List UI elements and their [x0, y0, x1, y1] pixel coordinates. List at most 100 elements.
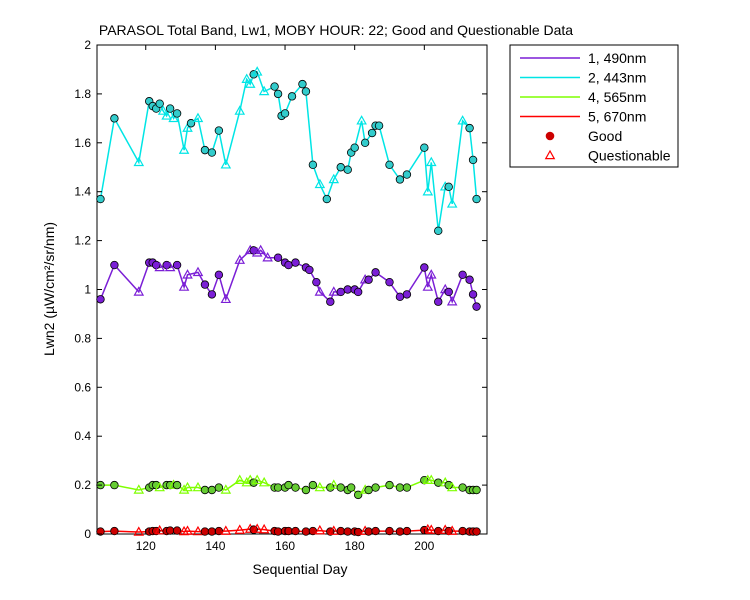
good-point	[402, 290, 412, 299]
x-tick-label: 120	[136, 539, 156, 553]
questionable-point	[446, 481, 458, 492]
y-axis-label: Lwn2 (µW/cm²/sr/nm)	[41, 222, 57, 356]
questionable-point	[133, 484, 145, 494]
questionable-point	[182, 481, 193, 492]
good-point	[172, 480, 182, 490]
good-point	[273, 527, 283, 536]
questionable-point	[234, 254, 246, 264]
series-layer	[96, 66, 481, 537]
x-tick-label: 180	[345, 539, 365, 553]
questionable-point	[328, 286, 340, 296]
good-point	[468, 155, 478, 165]
questionable-point	[251, 66, 263, 76]
good-point	[308, 480, 318, 490]
questionable-point	[251, 247, 263, 257]
questionable-point	[234, 524, 246, 534]
good-point	[291, 258, 300, 267]
good-point	[472, 485, 481, 495]
good-point	[336, 287, 345, 297]
x-tick-label: 160	[275, 539, 295, 553]
questionable-point	[133, 156, 145, 167]
good-point	[200, 280, 210, 289]
questionable-point	[168, 112, 179, 123]
good-point	[110, 526, 119, 536]
questionable-point	[154, 481, 165, 492]
y-tick-label: 1.6	[74, 136, 91, 150]
good-point	[155, 99, 164, 108]
good-point	[395, 483, 405, 492]
good-point	[343, 165, 352, 174]
good-point	[270, 82, 279, 91]
good-point	[458, 483, 467, 492]
questionable-point	[133, 286, 145, 296]
good-point	[308, 160, 318, 170]
questionable-point	[328, 525, 340, 535]
questionable-point	[356, 115, 367, 125]
questionable-point	[446, 525, 458, 535]
questionable-point	[154, 261, 165, 272]
questionable-point	[425, 156, 437, 167]
y-tick-label: 0.8	[74, 331, 91, 345]
y-axis-ticks: 0 0.2 0.4 0.6 0.8 1 1.2 1.4 1.6 1.8 2	[74, 38, 487, 541]
good-point	[458, 526, 467, 536]
good-point	[364, 275, 373, 284]
questionable-point	[258, 85, 270, 96]
good-point	[468, 290, 478, 299]
good-point	[336, 526, 345, 536]
series-line	[99, 70, 478, 231]
good-point	[207, 290, 217, 299]
questionable-point	[241, 476, 253, 487]
good-point	[472, 194, 481, 204]
good-point	[301, 87, 311, 96]
good-point	[207, 148, 217, 157]
questionable-point	[241, 73, 253, 83]
good-point	[336, 483, 345, 492]
good-point	[434, 226, 443, 236]
good-point	[343, 527, 352, 536]
good-point	[402, 170, 412, 179]
y-tick-label: 0	[84, 527, 91, 541]
questionable-point	[220, 525, 232, 535]
questionable-point	[178, 281, 190, 291]
series-1	[96, 244, 481, 311]
good-point	[291, 483, 300, 492]
good-point	[353, 490, 363, 500]
questionable-point	[182, 269, 193, 279]
questionable-point	[192, 525, 204, 536]
questionable-point	[192, 266, 204, 277]
questionable-point	[328, 173, 340, 184]
good-point	[301, 485, 311, 495]
questionable-point	[220, 159, 232, 169]
good-point	[350, 143, 359, 152]
good-point	[402, 526, 412, 536]
questionable-point	[182, 122, 193, 132]
good-point	[96, 295, 105, 304]
good-point	[385, 480, 394, 490]
questionable-point	[446, 198, 458, 208]
good-point	[287, 92, 297, 101]
y-tick-label: 1.2	[74, 234, 91, 248]
y-tick-label: 1.4	[74, 185, 91, 199]
y-tick-label: 1.8	[74, 87, 91, 101]
good-point	[110, 114, 119, 123]
questionable-point	[178, 484, 190, 494]
questionable-point	[164, 261, 176, 272]
good-point	[367, 128, 377, 138]
good-point	[280, 109, 290, 118]
questionable-point	[192, 481, 204, 492]
good-point	[465, 123, 474, 133]
good-point	[444, 287, 453, 297]
legend-marker-label: Questionable	[588, 148, 671, 164]
good-point	[371, 526, 380, 536]
good-point	[371, 268, 380, 277]
good-point	[371, 483, 380, 492]
questionable-point	[314, 524, 326, 535]
good-point	[200, 145, 210, 155]
questionable-point	[161, 110, 172, 120]
questionable-point	[157, 105, 169, 115]
good-point	[172, 109, 182, 118]
y-tick-label: 0.6	[74, 380, 91, 394]
good-point	[434, 297, 443, 306]
questionable-point	[314, 481, 326, 492]
good-point	[326, 297, 335, 306]
